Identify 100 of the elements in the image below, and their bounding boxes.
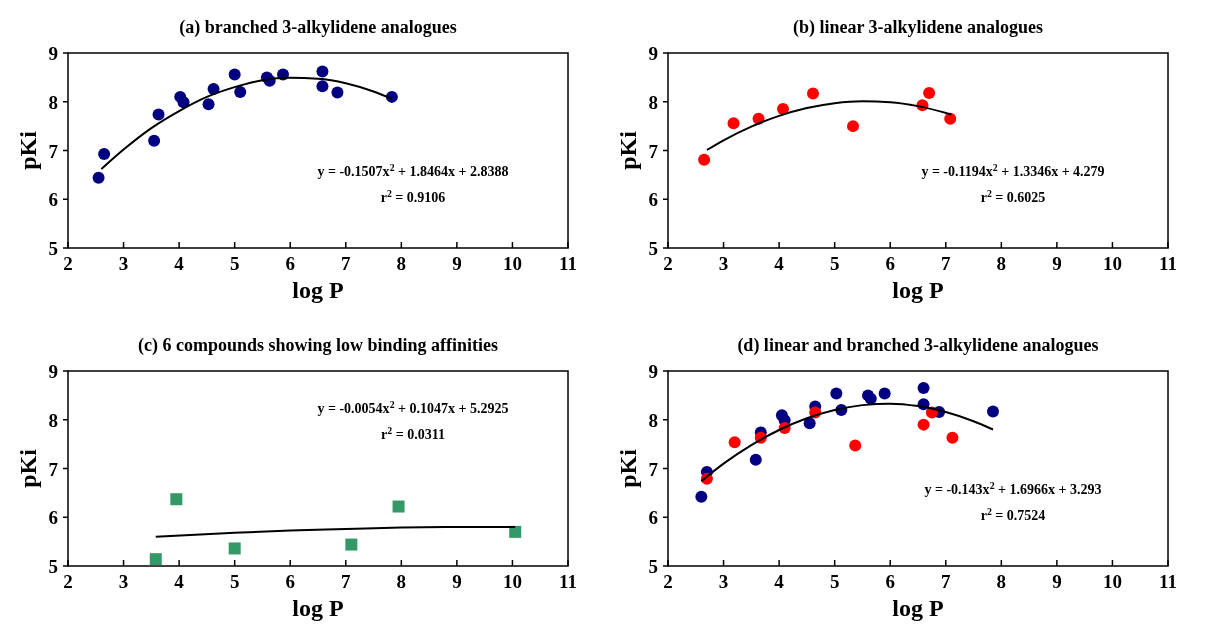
point — [777, 103, 789, 116]
x-tick-label: 8 — [996, 253, 1007, 274]
x-tick-label: 7 — [941, 253, 952, 274]
x-tick-label: 9 — [452, 571, 462, 592]
x-axis-title: log P — [892, 595, 944, 621]
annotation: y = -0.143x$^{2}$ + 1.6966x + 3.293 — [924, 479, 1102, 497]
x-tick-label: 5 — [229, 253, 240, 274]
y-axis-title: pKi — [15, 448, 41, 488]
annotation: r$^{2}$ = 0.0311 — [381, 424, 445, 442]
point — [316, 80, 329, 93]
point — [92, 171, 105, 184]
point — [728, 436, 741, 449]
point — [202, 98, 215, 111]
x-tick-label: 8 — [396, 253, 407, 274]
point — [345, 538, 358, 551]
point — [917, 418, 930, 431]
x-tick-label: 4 — [774, 571, 785, 592]
annotation: y = -0.1507x$^{2}$ + 1.8464x + 2.8388 — [317, 161, 509, 179]
point — [695, 490, 708, 503]
point — [878, 387, 891, 400]
chart-title: (d) linear and branched 3-alkylidene analogues — [737, 335, 1099, 356]
y-tick-label: 6 — [648, 507, 658, 529]
point — [987, 405, 999, 418]
x-tick-label: 5 — [229, 571, 240, 592]
point — [316, 65, 329, 78]
y-axis-title: pKi — [615, 448, 641, 488]
y-tick-label: 9 — [648, 361, 658, 382]
x-tick-label: 10 — [502, 253, 522, 274]
x-tick-label: 6 — [885, 253, 895, 274]
x-tick-label: 7 — [341, 253, 352, 274]
y-tick-label: 9 — [648, 43, 658, 64]
point — [509, 525, 522, 538]
x-tick-label: 3 — [718, 253, 729, 274]
y-tick-label: 9 — [48, 43, 58, 64]
x-axis-title: log P — [292, 277, 344, 303]
x-tick-label: 7 — [341, 571, 352, 592]
chart-title: (b) linear 3-alkylidene analogues — [792, 17, 1044, 38]
y-tick-label: 7 — [48, 140, 59, 162]
x-tick-label: 10 — [1102, 571, 1122, 592]
y-tick-label: 5 — [48, 238, 58, 259]
x-tick-label: 9 — [1052, 571, 1062, 592]
x-tick-label: 2 — [63, 253, 73, 274]
x-tick-label: 3 — [718, 571, 729, 592]
point — [727, 117, 740, 130]
point — [234, 86, 247, 98]
x-tick-label: 10 — [1102, 253, 1122, 274]
point — [152, 108, 165, 121]
chart-title: (a) branched 3-alkylidene analogues — [179, 17, 457, 38]
point — [392, 500, 405, 513]
x-tick-label: 9 — [1052, 253, 1062, 274]
x-axis-title: log P — [892, 277, 944, 303]
point — [149, 553, 162, 566]
point — [170, 493, 183, 506]
x-tick-label: 8 — [996, 571, 1007, 592]
x-tick-label: 3 — [118, 253, 129, 274]
x-tick-label: 3 — [118, 571, 129, 592]
point — [803, 417, 816, 430]
annotation: y = -0.0054x$^{2}$ + 0.1047x + 5.2925 — [317, 398, 509, 416]
point — [830, 387, 843, 400]
y-tick-label: 5 — [648, 238, 658, 259]
x-tick-label: 2 — [663, 571, 673, 592]
x-tick-label: 2 — [663, 253, 673, 274]
x-tick-label: 11 — [1159, 253, 1177, 274]
annotation: r$^{2}$ = 0.7524 — [980, 505, 1046, 523]
point — [946, 431, 959, 444]
x-tick-label: 4 — [174, 571, 185, 592]
y-tick-label: 9 — [48, 361, 58, 382]
y-tick-label: 8 — [648, 409, 658, 431]
point — [923, 86, 936, 99]
point — [228, 68, 241, 81]
x-axis-title: log P — [292, 595, 344, 621]
annotation: r$^{2}$ = 0.6025 — [980, 187, 1046, 205]
x-tick-label: 10 — [502, 571, 522, 592]
x-tick-label: 6 — [285, 253, 295, 274]
x-tick-label: 11 — [559, 253, 577, 274]
y-tick-label: 8 — [648, 91, 658, 113]
y-tick-label: 5 — [648, 556, 658, 577]
x-tick-label: 4 — [774, 253, 785, 274]
y-axis-title: pKi — [15, 130, 41, 170]
x-tick-label: 4 — [174, 253, 185, 274]
point — [944, 112, 957, 125]
point — [917, 382, 930, 395]
annotation: y = -0.1194x$^{2}$ + 1.3346x + 4.279 — [921, 161, 1105, 179]
y-tick-label: 5 — [48, 556, 58, 577]
x-tick-label: 2 — [63, 571, 73, 592]
x-tick-label: 6 — [285, 571, 295, 592]
point — [807, 87, 819, 100]
point — [98, 147, 111, 160]
point — [698, 153, 711, 166]
y-tick-label: 6 — [48, 189, 58, 211]
y-tick-label: 8 — [48, 409, 58, 431]
point — [228, 542, 241, 555]
y-tick-label: 7 — [48, 458, 59, 480]
annotation: r$^{2}$ = 0.9106 — [380, 187, 446, 205]
point — [331, 86, 344, 99]
x-tick-label: 11 — [1159, 571, 1177, 592]
x-tick-label: 5 — [829, 571, 840, 592]
y-tick-label: 8 — [48, 91, 58, 113]
y-tick-label: 6 — [48, 507, 58, 529]
y-tick-label: 6 — [648, 189, 658, 211]
